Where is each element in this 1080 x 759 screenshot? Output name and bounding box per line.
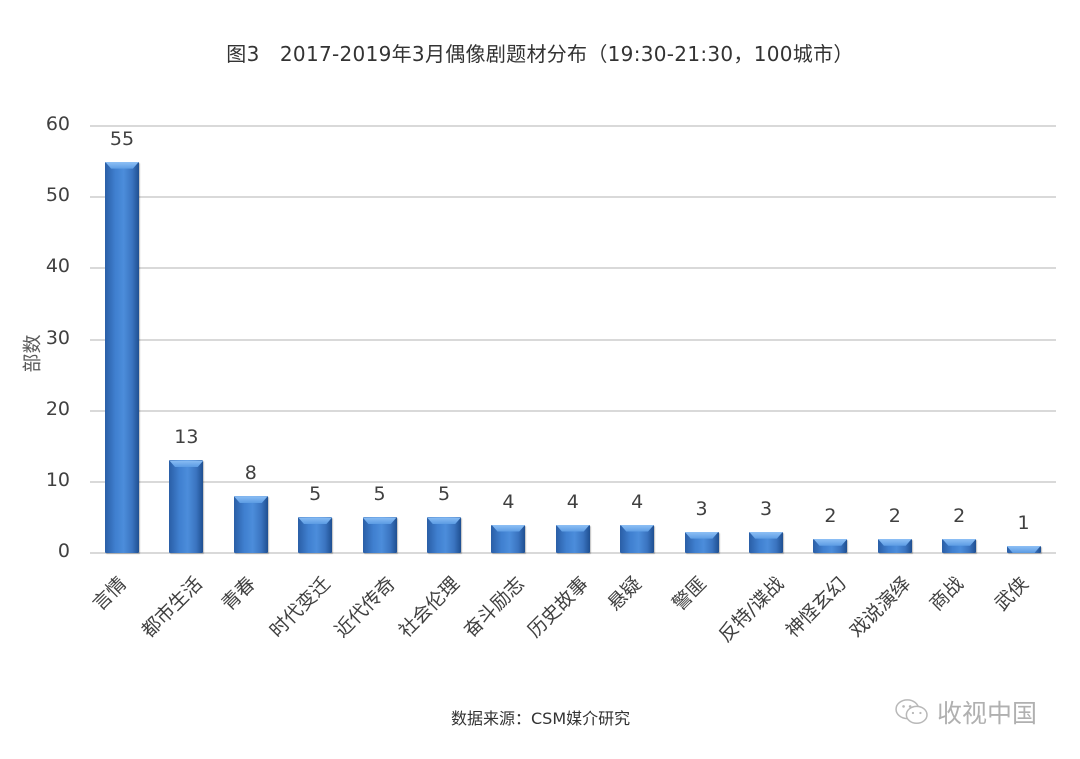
- x-tick-label: 时代变迁: [265, 572, 336, 643]
- data-label: 3: [695, 497, 708, 520]
- data-label: 5: [437, 483, 451, 506]
- bar: [427, 517, 461, 553]
- x-tick-label: 武侠: [990, 572, 1033, 616]
- data-label: 13: [174, 426, 199, 449]
- x-tick-label: 青春: [217, 572, 260, 616]
- data-label: 2: [953, 504, 966, 527]
- bar: [749, 531, 783, 553]
- bar: [684, 531, 719, 553]
- gridline: [90, 480, 1056, 483]
- y-tick-label: 20: [45, 397, 70, 420]
- gridline: [90, 267, 1056, 270]
- bar: [169, 460, 204, 553]
- data-source-note: 数据来源：CSM媒介研究: [451, 709, 631, 728]
- x-tick-label: 都市生活: [137, 572, 207, 643]
- y-tick-label: 40: [45, 255, 70, 278]
- bar: [877, 538, 912, 553]
- y-tick-label: 10: [45, 468, 70, 491]
- x-tick-label: 反特/谍战: [714, 572, 788, 647]
- watermark: 收视中国: [893, 694, 1037, 730]
- data-label: 2: [888, 504, 901, 527]
- x-tick-label: 言情: [88, 572, 131, 616]
- y-tick-label: 0: [57, 540, 70, 562]
- chart-title: 图3 2017-2019年3月偶像剧题材分布（19:30-21:30，100城市…: [226, 42, 854, 66]
- data-label: 3: [759, 497, 773, 520]
- x-tick-label: 商战: [925, 572, 969, 616]
- x-tick-label: 社会伦理: [394, 572, 465, 643]
- gridline: [90, 409, 1056, 412]
- x-tick-label: 戏说演绎: [845, 572, 915, 643]
- bar: [491, 524, 526, 553]
- bar: [362, 517, 397, 553]
- bar: [105, 161, 139, 553]
- wechat-icon: [895, 699, 928, 724]
- x-tick-label: 近代传奇: [330, 572, 400, 643]
- gridline: [90, 338, 1056, 341]
- bar: [620, 524, 655, 553]
- gridline: [90, 125, 1056, 127]
- gridline: [90, 196, 1056, 199]
- data-label: 4: [502, 490, 515, 513]
- bar: [813, 538, 848, 553]
- x-tick-label: 悬疑: [603, 572, 647, 616]
- data-label: 4: [631, 490, 644, 513]
- gridline: [90, 552, 1056, 554]
- y-tick-label: 50: [45, 184, 70, 207]
- bar: [555, 524, 590, 553]
- data-label: 5: [309, 483, 322, 506]
- y-tick-label: 30: [45, 326, 70, 349]
- x-tick-label: 奋斗励志: [459, 572, 529, 643]
- data-label: 55: [109, 127, 135, 150]
- x-tick-label: 神怪玄幻: [781, 572, 851, 643]
- data-label: 1: [1017, 511, 1030, 534]
- bar: [298, 517, 333, 553]
- bar: [1006, 545, 1041, 553]
- bar: [233, 496, 268, 553]
- data-label: 5: [373, 483, 386, 506]
- data-label: 8: [244, 462, 257, 485]
- bar: [942, 538, 977, 553]
- watermark-text: 收视中国: [937, 699, 1038, 728]
- x-tick-label: 历史故事: [523, 572, 593, 643]
- data-label: 4: [566, 490, 579, 513]
- data-label: 2: [824, 504, 837, 527]
- y-tick-label: 60: [45, 113, 70, 135]
- x-tick-label: 警匪: [668, 572, 711, 616]
